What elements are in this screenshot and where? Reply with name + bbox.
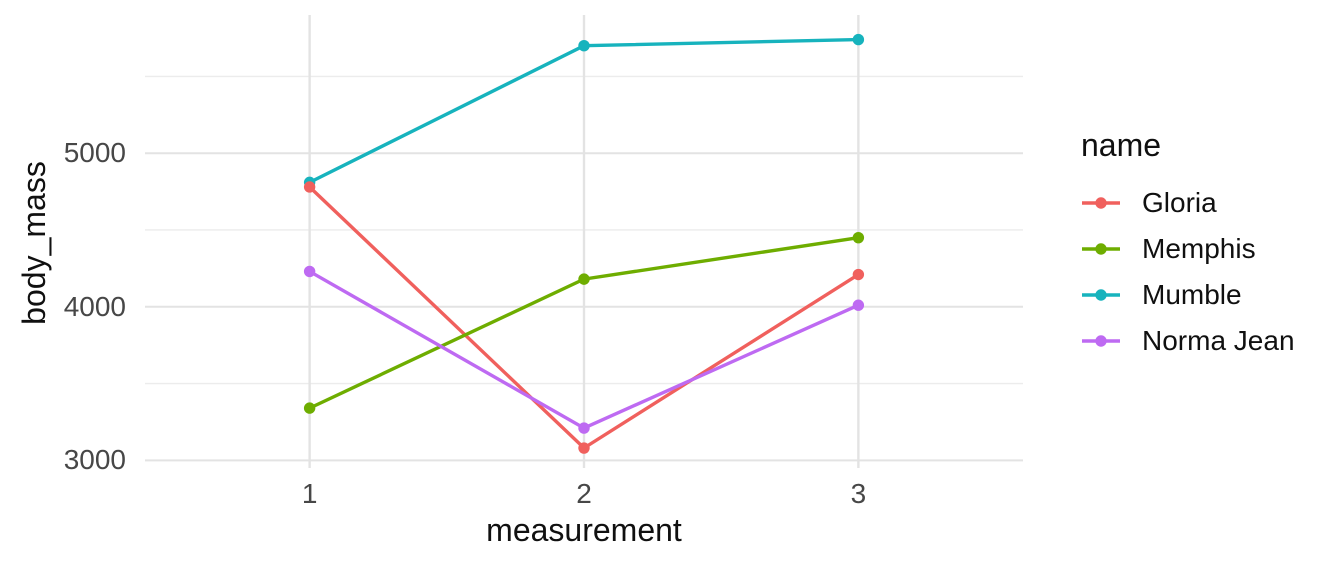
data-point-mumble [852, 33, 865, 46]
x-tick-label: 2 [576, 478, 592, 509]
legend-item-memphis: Memphis [1081, 226, 1295, 272]
legend: name Gloria Memphis Mumble Norma Jean [1081, 126, 1295, 364]
legend-key-icon [1082, 335, 1120, 347]
legend-item-label: Gloria [1142, 187, 1217, 218]
data-point-gloria [852, 268, 865, 281]
data-point-norma-jean [578, 422, 590, 434]
legend-items: Gloria Memphis Mumble Norma Jean [1081, 180, 1295, 364]
data-point-memphis [303, 402, 316, 414]
legend-key-icon [1082, 197, 1120, 209]
legend-key-icon [1082, 289, 1120, 301]
legend-item-norma-jean: Norma Jean [1081, 318, 1295, 364]
legend-item-label: Memphis [1142, 233, 1256, 264]
y-tick-label: 4000 [63, 290, 126, 322]
legend-item-label: Norma Jean [1142, 325, 1295, 356]
y-tick-label: 3000 [63, 444, 126, 476]
data-point-mumble [578, 40, 590, 52]
data-point-norma-jean [852, 299, 865, 311]
data-point-memphis [578, 273, 590, 285]
legend-item-gloria: Gloria [1081, 180, 1295, 226]
y-tick-label: 5000 [63, 137, 126, 169]
x-tick-label: 3 [850, 478, 867, 509]
legend-item-mumble: Mumble [1081, 272, 1295, 318]
data-point-memphis [852, 231, 865, 244]
x-axis-title: measurement [486, 512, 682, 548]
legend-title: name [1081, 127, 1162, 163]
legend-key-icon [1082, 243, 1120, 255]
data-point-gloria [578, 442, 590, 454]
data-point-gloria [303, 181, 316, 193]
legend-item-label: Mumble [1142, 279, 1242, 310]
x-tick-label: 1 [301, 478, 318, 509]
data-point-norma-jean [303, 265, 316, 278]
